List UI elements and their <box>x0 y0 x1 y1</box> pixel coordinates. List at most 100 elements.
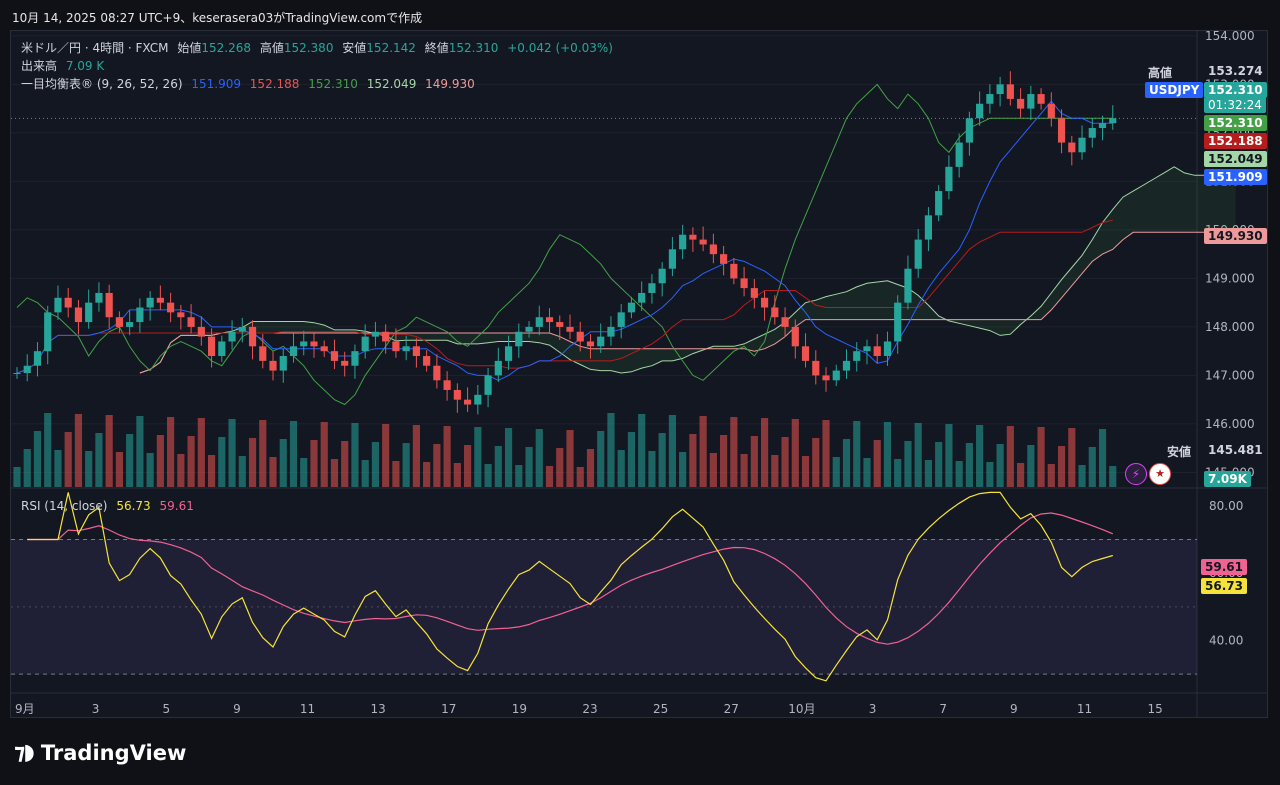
candle-body <box>689 234 697 240</box>
candle-body <box>228 331 236 342</box>
rsi-label[interactable]: RSI (14, close) <box>21 499 108 513</box>
candle-body <box>679 234 687 250</box>
candle-body <box>730 263 738 279</box>
high-tag-value: 153.274 <box>1204 63 1267 79</box>
candle-body <box>740 278 748 289</box>
volume-bar <box>1068 428 1076 487</box>
ichimoku-tenkan-value: 151.909 <box>191 77 241 91</box>
time-tick-label: 3 <box>92 702 100 716</box>
candle-body <box>760 297 769 308</box>
volume-bar <box>873 440 881 487</box>
volume-bar <box>464 445 472 487</box>
volume-bar <box>484 464 492 487</box>
volume-bar <box>853 421 861 487</box>
candle-body <box>197 326 205 337</box>
symbol-title[interactable]: 米ドル／円 · 4時間 · FXCM <box>21 41 169 55</box>
volume-bar <box>351 423 359 487</box>
volume-bar <box>801 456 810 487</box>
candle-body <box>44 312 52 352</box>
volume-bar <box>842 439 851 487</box>
volume-bar <box>760 418 769 487</box>
volume-bar <box>924 460 933 487</box>
volume-bar <box>750 436 758 487</box>
candle-body <box>668 249 676 269</box>
volume-bar <box>177 454 185 487</box>
candle-body <box>484 375 492 395</box>
lightning-icon[interactable]: ⚡ <box>1125 463 1147 485</box>
candle-body <box>996 84 1004 95</box>
volume-bar <box>740 454 748 487</box>
candle-body <box>351 351 359 366</box>
volume-bar <box>289 421 298 487</box>
us-flag-icon[interactable]: ★ <box>1149 463 1171 485</box>
volume-bar <box>23 449 31 487</box>
volume-bar <box>515 465 523 487</box>
volume-bar <box>54 450 62 487</box>
candle-body <box>576 331 584 342</box>
ichimoku-kijun-value: 152.188 <box>249 77 300 91</box>
volume-bar <box>894 459 902 487</box>
candle-body <box>218 341 226 357</box>
tradingview-logo: ⁊◗ TradingView <box>14 740 186 765</box>
candle-body <box>832 370 840 381</box>
ichimoku-label[interactable]: 一目均衡表® (9, 26, 52, 26) <box>21 77 183 91</box>
rsi-tick-label: 40.00 <box>1209 634 1243 648</box>
symbol-legend: 米ドル／円 · 4時間 · FXCM 始値152.268 高値152.380 安… <box>21 39 618 56</box>
volume-bar <box>300 458 308 487</box>
volume-bar <box>279 439 287 487</box>
candle-body <box>648 283 656 293</box>
rsi-band <box>11 539 1197 675</box>
span-a-tag: 152.049 <box>1204 151 1267 167</box>
price-tick-label: 149.000 <box>1205 271 1255 285</box>
candle-body <box>443 380 451 390</box>
chart-frame[interactable]: 154.000153.000152.000151.000150.000149.0… <box>10 30 1268 718</box>
candle-body <box>85 302 93 323</box>
volume-bar <box>556 448 564 487</box>
candle-body <box>842 360 851 371</box>
candle-body <box>597 336 605 347</box>
volume-bar <box>64 432 72 487</box>
candle-body <box>33 351 42 366</box>
volume-bar <box>95 433 103 487</box>
volume-bar <box>914 423 922 487</box>
candle-body <box>412 346 420 357</box>
candle-body <box>904 268 912 303</box>
candle-body <box>935 191 943 216</box>
volume-bar <box>1057 446 1066 487</box>
low-value: 152.142 <box>366 41 416 55</box>
volume-bar <box>433 444 441 487</box>
candle-body <box>535 317 543 327</box>
volume-bar <box>228 419 236 487</box>
volume-bar <box>545 466 554 487</box>
volume-bar <box>402 443 410 487</box>
time-tick-label: 7 <box>939 702 947 716</box>
candle-body <box>392 341 400 352</box>
volume-bar <box>453 463 461 487</box>
open-value: 152.268 <box>201 41 251 55</box>
candle-body <box>1037 94 1045 104</box>
volume-bar <box>699 416 707 487</box>
candle-body <box>914 239 922 269</box>
volume-bar <box>443 426 451 487</box>
volume-bar <box>586 449 595 487</box>
candle-body <box>402 346 410 352</box>
volume-bar <box>658 433 666 487</box>
candle-body <box>771 307 779 318</box>
time-tick-label: 13 <box>371 702 386 716</box>
volume-label[interactable]: 出来高 <box>21 59 58 73</box>
candle-body <box>126 322 134 327</box>
candle-body <box>1109 118 1117 124</box>
candle-body <box>709 244 717 255</box>
candle-body <box>269 360 277 371</box>
time-tick-label: 10月 <box>788 702 815 716</box>
candle-body <box>136 307 144 323</box>
candle-body <box>566 326 574 332</box>
candle-body <box>586 341 595 347</box>
chart-header: 10月 14, 2025 08:27 UTC+9、keserasera03がTr… <box>12 11 423 25</box>
chart-canvas[interactable]: 154.000153.000152.000151.000150.000149.0… <box>11 31 1267 717</box>
high-value: 152.380 <box>283 41 334 55</box>
volume-bar <box>955 461 963 487</box>
candle-body <box>146 297 154 308</box>
senkou-span-a-line <box>139 166 1236 374</box>
volume-bar <box>341 441 349 487</box>
